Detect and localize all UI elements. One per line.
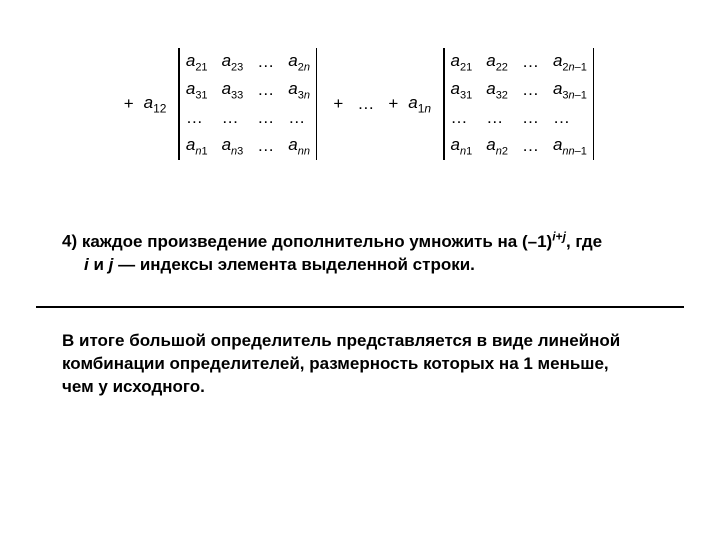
matrix-cell: a22 (486, 51, 508, 73)
plus-3: + (384, 94, 402, 114)
plus-2: + (329, 94, 347, 114)
matrix-cell: … (451, 108, 473, 128)
matrix-cell: … (257, 108, 274, 128)
matrix-cell: … (522, 136, 539, 156)
matrix-cell: … (186, 108, 208, 128)
matrix-cell: a3n (288, 79, 310, 101)
determinant-1: a21 a23 … a2n a31 a33 … a3n … … … … an1 an3 … ann (172, 48, 323, 160)
conclusion-paragraph: В итоге большой определитель представляе… (62, 330, 642, 399)
matrix-cell: … (522, 52, 539, 72)
matrix-cell: a33 (222, 79, 244, 101)
matrix-cell: … (522, 108, 539, 128)
det2-grid: a21 a22 … a2n–1 a31 a32 … a3n–1 … … … … an1 an2 … ann–1 (451, 48, 587, 160)
det1-grid: a21 a23 … a2n a31 a33 … a3n … … … … an1 an3 … ann (186, 48, 310, 160)
matrix-cell: … (257, 80, 274, 100)
matrix-cell: a31 (451, 79, 473, 101)
item4-line1: каждое произведение дополнительно умножи… (77, 232, 602, 251)
coefficient-a1n: a1n (408, 93, 431, 115)
matrix-cell: … (288, 108, 310, 128)
det2-bar-left (443, 48, 444, 160)
matrix-cell: … (553, 108, 587, 128)
matrix-cell: … (522, 80, 539, 100)
horizontal-rule (36, 306, 684, 308)
det-bar-left (178, 48, 179, 160)
cofactor-formula: + a12 a21 a23 … a2n a31 a33 … a3n … … … … an1 an3 … ann… (0, 0, 720, 160)
determinant-2: a21 a22 … a2n–1 a31 a32 … a3n–1 … … … … an1 an2 … ann–1 (437, 48, 600, 160)
matrix-cell: a3n–1 (553, 79, 587, 101)
det2-bar-right (593, 48, 594, 160)
matrix-cell: a2n (288, 51, 310, 73)
matrix-cell: ann–1 (553, 135, 587, 157)
matrix-cell: an2 (486, 135, 508, 157)
item4-line2: i и j — индексы элемента выделенной стро… (62, 254, 672, 277)
plus-1: + (120, 94, 138, 114)
matrix-cell: … (486, 108, 508, 128)
item-number: 4) (62, 232, 77, 251)
det-bar-right (316, 48, 317, 160)
matrix-cell: a23 (222, 51, 244, 73)
matrix-cell: an1 (186, 135, 208, 157)
matrix-cell: a21 (186, 51, 208, 73)
matrix-cell: a2n–1 (553, 51, 587, 73)
ellipsis-mid: … (353, 94, 378, 114)
coefficient-a12: a12 (144, 93, 167, 115)
matrix-cell: an1 (451, 135, 473, 157)
matrix-cell: a21 (451, 51, 473, 73)
matrix-cell: a31 (186, 79, 208, 101)
step-4-text: 4) каждое произведение дополнительно умн… (62, 228, 672, 277)
matrix-cell: ann (288, 135, 310, 157)
matrix-cell: … (257, 52, 274, 72)
matrix-cell: … (257, 136, 274, 156)
matrix-cell: an3 (222, 135, 244, 157)
matrix-cell: a32 (486, 79, 508, 101)
matrix-cell: … (222, 108, 244, 128)
